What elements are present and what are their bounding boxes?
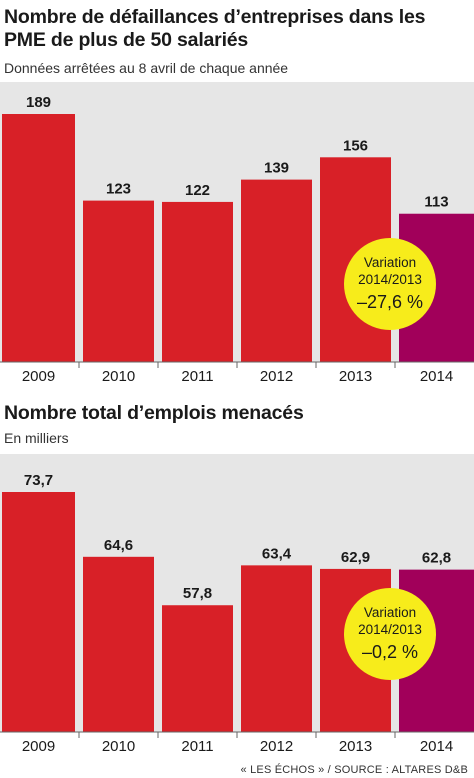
chart-title: Nombre de défaillances d’entreprises dan… bbox=[4, 6, 426, 51]
badge-value: –27,6 % bbox=[356, 292, 424, 312]
x-tick-label: 2012 bbox=[260, 738, 293, 755]
chart-defaillances: Nombre de défaillances d’entreprises dan… bbox=[0, 6, 474, 384]
chart-emplois: Nombre total d’emplois menacés En millie… bbox=[0, 392, 474, 764]
value-label: 62,8 bbox=[422, 550, 451, 567]
source-credit: « LES ÉCHOS » / SOURCE : ALTARES D&B bbox=[240, 764, 468, 776]
x-tick-label: 2010 bbox=[102, 738, 135, 755]
x-tick-label: 2009 bbox=[22, 368, 55, 384]
bar-2010 bbox=[83, 556, 154, 732]
x-tick-label: 2014 bbox=[420, 738, 453, 755]
x-tick-label: 2011 bbox=[181, 368, 213, 384]
badge-label: Variation bbox=[363, 605, 417, 620]
value-label: 156 bbox=[343, 137, 368, 154]
chart-title: Nombre total d’emplois menacés bbox=[4, 402, 304, 424]
bar-2012 bbox=[241, 179, 312, 362]
x-tick-label: 2013 bbox=[339, 738, 372, 755]
x-tick-label: 2014 bbox=[420, 368, 453, 384]
variation-badge: Variation 2014/2013 –27,6 % bbox=[344, 238, 436, 330]
bar-2012 bbox=[241, 565, 312, 732]
badge-period: 2014/2013 bbox=[358, 622, 422, 637]
value-label: 64,6 bbox=[104, 537, 133, 554]
variation-badge: Variation 2014/2013 –0,2 % bbox=[344, 588, 436, 680]
badge-period: 2014/2013 bbox=[358, 272, 422, 287]
value-label: 113 bbox=[424, 194, 448, 211]
x-tick-label: 2012 bbox=[260, 368, 293, 384]
x-tick-label: 2011 bbox=[181, 738, 213, 755]
bar-plot: 189 2009 123 2010 122 2011 139 2012 156 2013 113 20… bbox=[0, 82, 474, 384]
bar-2011 bbox=[162, 605, 233, 732]
x-tick-label: 2010 bbox=[102, 368, 135, 384]
value-label: 139 bbox=[264, 160, 289, 177]
bar-2009 bbox=[2, 492, 75, 732]
chart-subtitle: En milliers bbox=[4, 430, 69, 446]
value-label: 123 bbox=[106, 181, 131, 198]
badge-label: Variation bbox=[363, 255, 417, 270]
bar-2010 bbox=[83, 200, 154, 362]
bar-2011 bbox=[162, 201, 233, 362]
value-label: 62,9 bbox=[341, 549, 370, 566]
x-tick-label: 2009 bbox=[22, 738, 55, 755]
bar-2009 bbox=[2, 114, 75, 362]
value-label: 57,8 bbox=[183, 585, 212, 602]
value-label: 63,4 bbox=[262, 545, 292, 562]
x-tick-label: 2013 bbox=[339, 368, 372, 384]
value-label: 189 bbox=[26, 94, 51, 111]
badge-value: –0,2 % bbox=[361, 642, 419, 662]
value-label: 122 bbox=[185, 182, 210, 199]
chart-subtitle: Données arrêtées au 8 avril de chaque an… bbox=[4, 60, 289, 76]
value-label: 73,7 bbox=[24, 472, 53, 489]
